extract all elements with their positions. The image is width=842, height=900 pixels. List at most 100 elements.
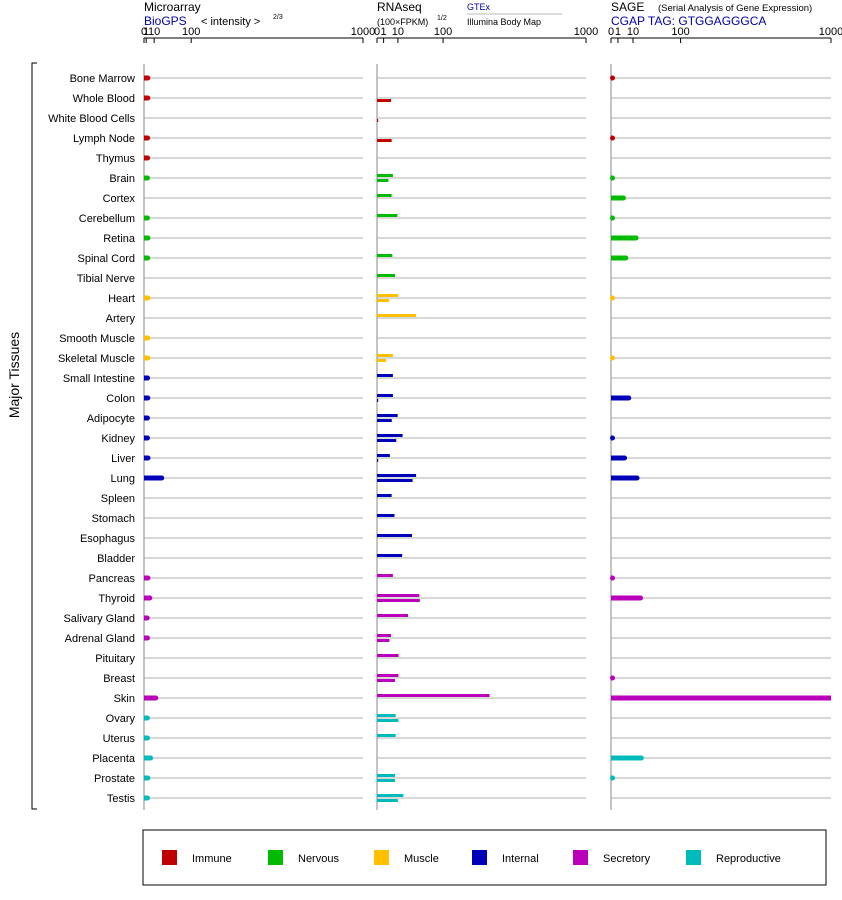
gtex-bar <box>377 494 392 497</box>
sage-bar <box>611 755 642 761</box>
sage-bar-cap <box>610 135 615 141</box>
microarray-bar-cap <box>144 615 150 621</box>
sage-bar-cap <box>638 755 644 761</box>
gtex-bar <box>377 394 393 397</box>
sage-bar-cap <box>610 355 615 361</box>
ibm-bar <box>377 779 395 782</box>
sage-tick-label: 100 <box>671 26 689 38</box>
ibm-bar <box>377 399 379 402</box>
tissue-label: Whole Blood <box>73 93 135 105</box>
tissue-label: Placenta <box>92 753 136 765</box>
tissue-label: Heart <box>108 293 135 305</box>
tissue-label: Uterus <box>103 733 136 745</box>
tissue-label: Testis <box>107 793 136 805</box>
sage-bar <box>611 455 625 461</box>
tissue-label: Colon <box>106 393 135 405</box>
sage-bar-cap <box>634 475 640 481</box>
legend-label: Muscle <box>404 853 439 865</box>
gtex-bar <box>377 354 393 357</box>
microarray-bar-cap <box>144 735 150 741</box>
gtex-bar <box>377 674 399 677</box>
ibm-bar <box>377 639 390 642</box>
tissue-label: Lymph Node <box>73 133 135 145</box>
gtex-bar <box>377 434 403 437</box>
tissue-label: Tibial Nerve <box>77 273 135 285</box>
tissue-label: White Blood Cells <box>48 113 135 125</box>
ibm-bar <box>377 299 390 302</box>
tissue-label: Artery <box>106 313 136 325</box>
gtex-bar <box>377 274 395 277</box>
sage-bar-cap <box>610 175 615 181</box>
legend-item-muscle: Muscle <box>374 850 439 865</box>
microarray-tick-label: 0 <box>141 26 147 38</box>
sage-bar <box>611 195 624 201</box>
microarray-bar-cap <box>145 95 151 101</box>
ibm-bar <box>377 479 413 482</box>
sage-tick-label: 1000 <box>819 26 842 38</box>
microarray-tick-label: 100 <box>182 26 200 38</box>
microarray-bar-cap <box>148 755 154 761</box>
microarray-tick-label: 1000 <box>351 26 375 38</box>
sage-bar-cap <box>626 395 632 401</box>
tissue-label: Spleen <box>101 493 135 505</box>
ibm-bar <box>377 719 399 722</box>
tissue-label: Adipocyte <box>87 413 135 425</box>
gtex-bar <box>377 774 395 777</box>
tissue-label: Smooth Muscle <box>59 333 135 345</box>
ibm-bar <box>377 799 398 802</box>
sage-bar <box>611 255 626 261</box>
microarray-bar-cap <box>145 395 151 401</box>
gtex-bar <box>377 634 392 637</box>
microarray-bar-cap <box>153 695 159 701</box>
legend-item-secretory: Secretory <box>573 850 651 865</box>
sage-bar-cap <box>623 255 629 261</box>
tissue-label: Brain <box>109 173 135 185</box>
gtex-bar <box>377 574 393 577</box>
microarray-bar <box>144 695 156 701</box>
tissue-label: Cerebellum <box>79 213 135 225</box>
sage-bar-cap <box>610 295 615 301</box>
rnaseq-tick-label: 100 <box>434 26 452 38</box>
sage-bar-cap <box>610 75 615 81</box>
microarray-scale-exponent: 2/3 <box>273 14 283 21</box>
legend-item-internal: Internal <box>472 850 539 865</box>
tissue-label: Skeletal Muscle <box>58 353 135 365</box>
microarray-bar-cap <box>145 75 151 81</box>
sage-bar-cap <box>620 195 626 201</box>
microarray-bar-cap <box>144 215 150 221</box>
rnaseq-tick-label: 1000 <box>574 26 598 38</box>
tissue-label: Pituitary <box>95 653 135 665</box>
tissue-label: Small Intestine <box>63 373 135 385</box>
microarray-bar-cap <box>144 435 150 441</box>
gtex-bar <box>377 694 490 697</box>
sage-bar <box>611 595 641 601</box>
tissue-label: Salivary Gland <box>63 613 135 625</box>
microarray-bar-cap <box>145 575 151 581</box>
y-axis-label: Major Tissues <box>6 332 22 418</box>
sage-tick-label: 10 <box>627 26 639 38</box>
tissue-label: Lung <box>111 473 135 485</box>
microarray-bar-cap <box>145 295 151 301</box>
tissue-label: Skin <box>114 693 135 705</box>
microarray-bar-cap <box>145 355 151 361</box>
rnaseq-scale-exponent: 1/2 <box>437 15 447 22</box>
microarray-subtitle: BioGPS <box>144 14 187 28</box>
rnaseq-tick-label: 1 <box>381 26 387 38</box>
sage-bar-cap <box>633 235 639 241</box>
ibm-bar <box>377 99 392 102</box>
sage-bar-cap <box>610 675 615 681</box>
legend-label: Immune <box>192 853 232 865</box>
gtex-bar <box>377 194 392 197</box>
sage-title-note: (Serial Analysis of Gene Expression) <box>658 3 812 14</box>
microarray-bar-cap <box>145 375 151 381</box>
tissue-label: Retina <box>103 233 136 245</box>
gtex-bar <box>377 214 398 217</box>
tissue-rows: Bone Marrow Whole Blood White Blood Cells L… <box>48 73 831 805</box>
microarray-bar-cap <box>147 595 153 601</box>
legend-item-nervous: Nervous <box>268 850 339 865</box>
sage-title: SAGE <box>611 0 644 14</box>
legend-label: Secretory <box>603 853 651 865</box>
microarray-bar-cap <box>159 475 165 481</box>
ibm-bar <box>377 439 397 442</box>
